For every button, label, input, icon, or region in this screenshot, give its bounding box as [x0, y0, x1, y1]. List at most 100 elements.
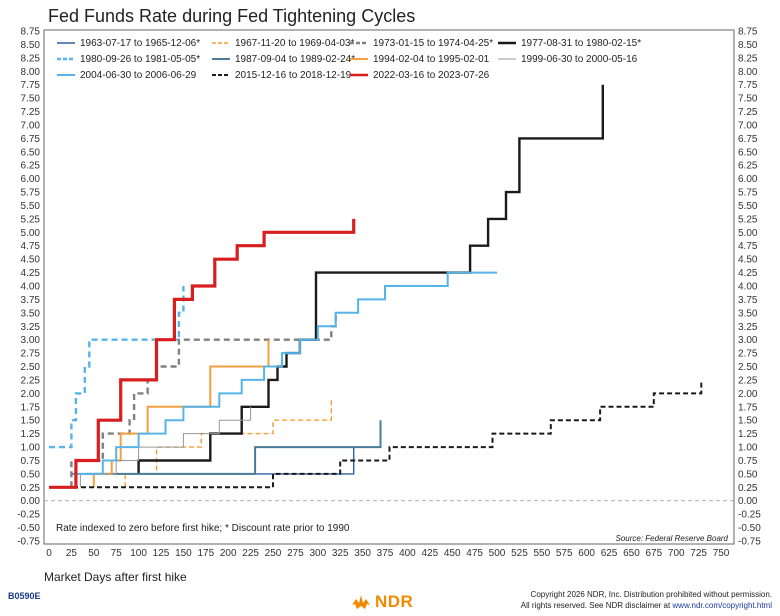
y-tick-label-right: 0.50 [738, 469, 758, 480]
legend-label: 1967-11-20 to 1969-04-03* [235, 38, 354, 49]
y-tick-label-right: 1.75 [738, 402, 758, 413]
y-tick-label-right: 4.50 [738, 255, 758, 266]
y-tick-label-left: 8.75 [21, 27, 41, 38]
y-tick-label-right: 3.50 [738, 308, 758, 319]
x-tick-label: 25 [66, 548, 78, 559]
y-tick-label-right: 7.25 [738, 107, 758, 118]
chart: Fed Funds Rate during Fed Tightening Cyc… [0, 0, 780, 588]
y-tick-label-left: 7.25 [21, 107, 41, 118]
y-tick-label-right: 4.00 [738, 282, 758, 293]
y-tick-label-left: 3.50 [21, 308, 41, 319]
y-tick-label-right: 7.75 [738, 80, 758, 91]
x-tick-label: 700 [668, 548, 685, 559]
y-tick-label-right: 5.75 [738, 188, 758, 199]
y-tick-label-right: 2.75 [738, 349, 758, 360]
x-tick-label: 175 [197, 548, 214, 559]
y-tick-label-left: 7.00 [21, 120, 41, 131]
y-tick-label-left: 8.50 [21, 40, 41, 51]
legend: 1963-07-17 to 1965-12-06* 1967-11-20 to 1… [57, 38, 641, 81]
x-tick-label: 125 [153, 548, 170, 559]
y-tick-label-left: 6.00 [21, 174, 41, 185]
y-tick-label-left: 4.25 [21, 268, 41, 279]
x-tick-label: 475 [466, 548, 483, 559]
x-tick-label: 225 [242, 548, 259, 559]
legend-label: 1999-06-30 to 2000-05-16 [521, 54, 638, 65]
y-tick-label-right: -0.75 [738, 537, 761, 548]
y-tick-label-left: 0.00 [21, 496, 41, 507]
y-tick-label-left: 2.75 [21, 349, 41, 360]
chart-code: B0590E [8, 591, 41, 601]
series-line-3 [70, 312, 337, 488]
y-tick-label-right: 5.25 [738, 214, 758, 225]
y-tick-label-left: 4.50 [21, 255, 41, 266]
legend-label: 1987-09-04 to 1989-02-24* [235, 54, 355, 65]
y-tick-label-right: 8.25 [738, 53, 758, 64]
y-tick-label-right: 8.75 [738, 27, 758, 38]
x-tick-label: 300 [309, 548, 326, 559]
y-tick-label-left: 8.00 [21, 67, 41, 78]
ndr-logo: NDR [350, 590, 413, 614]
series-line-2 [124, 398, 332, 488]
y-tick-label-right: 5.00 [738, 228, 758, 239]
series-line-8 [79, 406, 252, 488]
y-tick-label-left: 0.25 [21, 483, 41, 494]
y-tick-label-right: 2.00 [738, 389, 758, 400]
legend-label: 1980-09-26 to 1981-05-05* [80, 54, 200, 65]
y-tick-label-right: 1.50 [738, 416, 758, 427]
y-tick-label-right: 8.50 [738, 40, 758, 51]
y-tick-label-right: 0.75 [738, 456, 758, 467]
copyright-link[interactable]: www.ndr.com/copyright.html [672, 601, 772, 610]
y-tick-label-right: 3.00 [738, 335, 758, 346]
y-tick-label-left: 3.75 [21, 295, 41, 306]
copyright-line-1: Copyright 2026 NDR, Inc. Distribution pr… [530, 590, 772, 599]
chart-title: Fed Funds Rate during Fed Tightening Cyc… [48, 6, 415, 26]
legend-label: 2004-06-30 to 2006-06-29 [80, 70, 197, 81]
y-tick-label-left: 7.50 [21, 94, 41, 105]
y-axis-left: -0.75 -0.50 -0.25 0.00 0.25 0.50 0.75 1.00 1.25 1… [17, 27, 40, 548]
x-tick-label: 75 [111, 548, 123, 559]
series-line-10 [49, 379, 703, 489]
x-tick-label: 275 [287, 548, 304, 559]
y-tick-label-right: 7.50 [738, 94, 758, 105]
y-tick-label-left: 1.25 [21, 429, 41, 440]
y-tick-label-right: 4.75 [738, 241, 758, 252]
x-axis: 0 25 50 75 100 125 150 175 200 225 250 275 300 325 350… [46, 548, 730, 559]
y-tick-label-right: 6.75 [738, 134, 758, 145]
y-tick-label-left: 6.25 [21, 161, 41, 172]
plot-frame [43, 29, 735, 545]
x-tick-label: 375 [377, 548, 394, 559]
x-tick-label: 450 [444, 548, 461, 559]
x-tick-label: 625 [601, 548, 618, 559]
y-tick-label-left: 4.75 [21, 241, 41, 252]
y-tick-label-right: -0.50 [738, 523, 761, 534]
y-tick-label-right: 3.25 [738, 322, 758, 333]
series-line-6 [84, 420, 382, 475]
logo-text: NDR [375, 592, 414, 611]
x-tick-label: 575 [556, 548, 573, 559]
y-tick-label-left: 5.50 [21, 201, 41, 212]
x-tick-label: 675 [645, 548, 662, 559]
y-axis-right: -0.75 -0.50 -0.25 0.00 0.25 0.50 0.75 1.00 1.25 1… [738, 27, 761, 548]
y-tick-label-left: 6.75 [21, 134, 41, 145]
y-tick-label-left: 2.00 [21, 389, 41, 400]
x-tick-label: 0 [46, 548, 52, 559]
x-tick-label: 150 [175, 548, 192, 559]
legend-label: 1963-07-17 to 1965-12-06* [80, 38, 200, 49]
y-tick-label-left: 1.75 [21, 402, 41, 413]
x-tick-label: 100 [130, 548, 147, 559]
chart-note: Rate indexed to zero before first hike; … [56, 523, 350, 534]
x-tick-label: 500 [489, 548, 506, 559]
y-tick-label-right: 2.25 [738, 375, 758, 386]
y-tick-label-left: -0.25 [17, 510, 40, 521]
series-line-9 [49, 271, 497, 489]
x-tick-label: 200 [220, 548, 237, 559]
y-tick-label-left: 2.50 [21, 362, 41, 373]
chart-background [0, 0, 780, 588]
y-tick-label-right: 6.00 [738, 174, 758, 185]
x-tick-label: 550 [533, 548, 550, 559]
bull-bear-icon [352, 595, 370, 609]
legend-label: 1994-02-04 to 1995-02-01 [373, 54, 490, 65]
series-line-11 [49, 218, 356, 489]
y-tick-label-left: 8.25 [21, 53, 41, 64]
y-tick-label-left: 6.50 [21, 147, 41, 158]
